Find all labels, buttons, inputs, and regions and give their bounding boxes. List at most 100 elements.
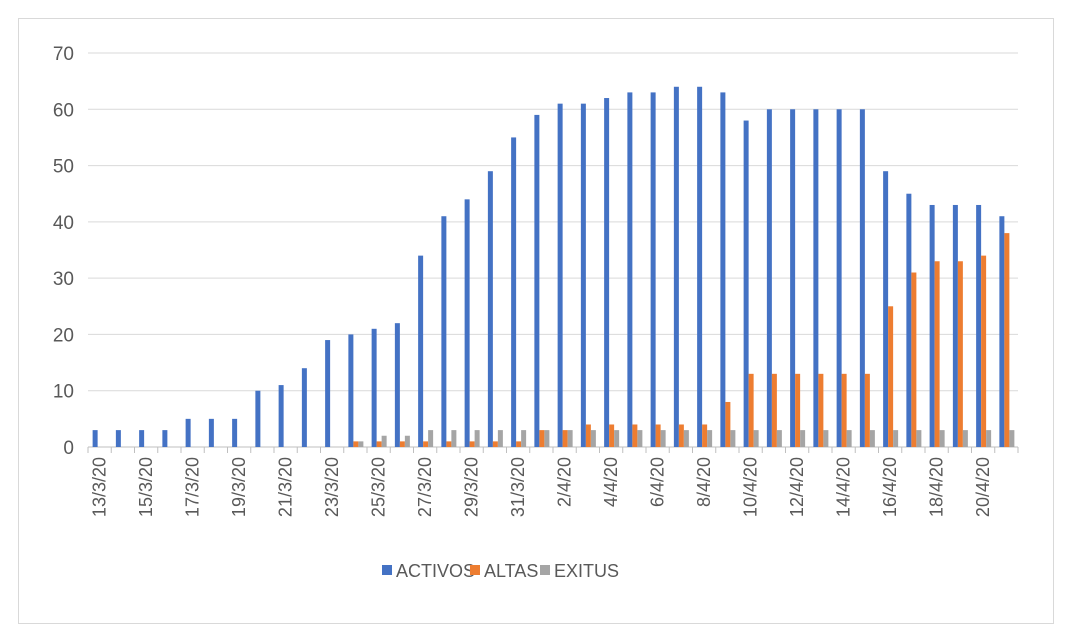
bar-exitus [637, 430, 643, 447]
bar-activos [720, 92, 726, 448]
x-tick-label: 8/4/20 [694, 457, 714, 507]
legend-swatch-exitus [540, 565, 550, 575]
bar-altas [516, 441, 522, 447]
x-tick-label: 17/3/20 [183, 457, 203, 517]
bar-altas [1004, 233, 1010, 447]
bar-exitus [846, 430, 852, 447]
bar-activos [836, 109, 842, 448]
bar-altas [771, 373, 777, 447]
bar-activos [325, 340, 331, 447]
x-tick-label: 20/4/20 [973, 457, 993, 517]
y-tick-label: 0 [63, 438, 74, 459]
x-tick-label: 10/4/20 [741, 457, 761, 517]
legend-label-altas: ALTAS [484, 561, 538, 581]
bar-activos [580, 103, 586, 448]
bar-altas [818, 373, 824, 447]
bar-exitus [683, 430, 689, 447]
bar-altas [678, 424, 684, 447]
bar-activos [232, 418, 238, 447]
bar-exitus [404, 435, 410, 447]
bar-activos [301, 368, 307, 447]
legend-swatch-altas [470, 565, 480, 575]
x-tick-label: 4/4/20 [601, 457, 621, 507]
bar-exitus [451, 430, 457, 447]
bar-activos [139, 430, 145, 447]
bar-altas [934, 261, 940, 447]
bar-exitus [521, 430, 527, 447]
bar-altas [864, 373, 870, 447]
bar-altas [888, 306, 894, 447]
bar-activos [604, 98, 610, 448]
y-tick-label: 10 [53, 382, 74, 403]
bar-activos [394, 323, 400, 447]
bar-exitus [567, 430, 573, 447]
bar-exitus [614, 430, 620, 447]
bar-altas [539, 430, 545, 447]
legend-label-activos: ACTIVOS [396, 561, 475, 581]
bar-exitus [544, 430, 550, 447]
bar-activos [511, 137, 517, 447]
bar-exitus [916, 430, 922, 447]
bar-exitus [730, 430, 736, 447]
bar-altas [841, 373, 847, 447]
bar-exitus [823, 430, 829, 447]
bar-activos [371, 328, 377, 447]
bar-activos [627, 92, 633, 448]
y-tick-label: 50 [53, 157, 74, 178]
bar-altas [957, 261, 963, 447]
bar-activos [650, 92, 656, 448]
bar-activos [162, 430, 168, 447]
bar-altas [353, 441, 359, 447]
bar-activos [348, 334, 354, 447]
bar-activos [115, 430, 121, 447]
bar-activos [441, 216, 447, 447]
bar-altas [585, 424, 591, 447]
bar-activos [464, 199, 470, 447]
bar-exitus [707, 430, 713, 447]
bar-exitus [776, 430, 782, 447]
bar-activos [883, 171, 889, 447]
bar-altas [795, 373, 801, 447]
bar-altas [609, 424, 615, 447]
y-tick-label: 70 [53, 44, 74, 65]
bar-altas [423, 441, 429, 447]
bar-exitus [869, 430, 875, 447]
bar-activos [487, 171, 493, 447]
x-tick-label: 19/3/20 [229, 457, 249, 517]
bar-altas [981, 255, 987, 447]
legend-label-exitus: EXITUS [554, 561, 619, 581]
bar-activos [743, 120, 749, 448]
bar-altas [469, 441, 475, 447]
bar-altas [399, 441, 405, 447]
bar-activos [208, 418, 214, 447]
y-tick-label: 30 [53, 269, 74, 290]
x-tick-label: 2/4/20 [555, 457, 575, 507]
bar-altas [562, 430, 568, 447]
bar-activos [697, 86, 703, 448]
bar-exitus [474, 430, 480, 447]
bar-activos [952, 204, 958, 447]
bar-exitus [358, 441, 364, 447]
x-tick-label: 14/4/20 [834, 457, 854, 517]
bar-exitus [497, 430, 503, 447]
y-tick-label: 40 [53, 213, 74, 234]
bar-exitus [962, 430, 968, 447]
bar-activos [673, 86, 679, 448]
bar-activos [859, 109, 865, 448]
bar-activos [92, 430, 98, 447]
x-tick-label: 21/3/20 [276, 457, 296, 517]
bar-exitus [986, 430, 992, 447]
y-tick-label: 20 [53, 325, 74, 346]
bar-altas [446, 441, 452, 447]
bar-exitus [381, 435, 387, 447]
x-tick-label: 23/3/20 [322, 457, 342, 517]
chart-frame [18, 18, 1054, 624]
bar-activos [813, 109, 819, 448]
bar-activos [418, 255, 424, 447]
bar-altas [376, 441, 382, 447]
bar-activos [790, 109, 796, 448]
y-tick-label: 60 [53, 100, 74, 121]
bar-activos [999, 216, 1005, 447]
bar-altas [492, 441, 498, 447]
